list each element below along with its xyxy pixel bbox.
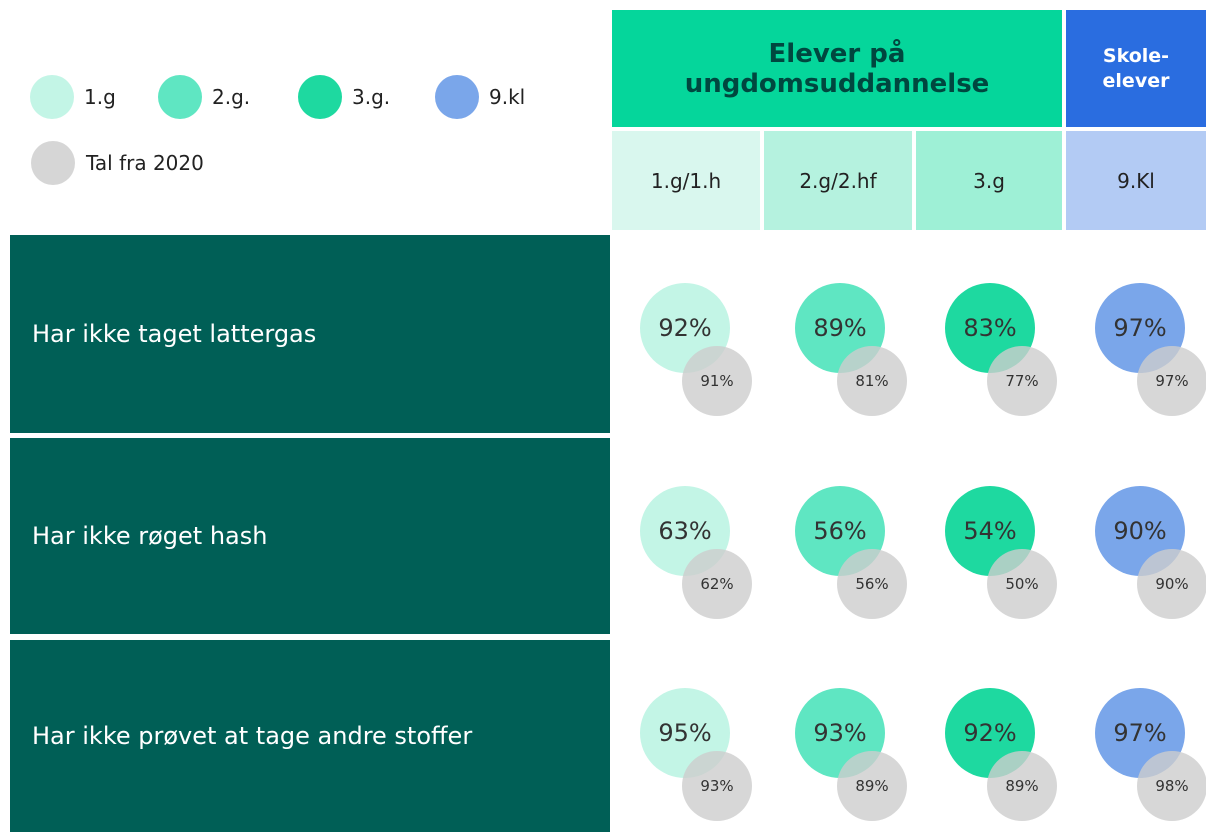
previous-circle: 50%: [987, 549, 1057, 619]
previous-circle: 62%: [682, 549, 752, 619]
previous-circle: 93%: [682, 751, 752, 821]
legend-label: Tal fra 2020: [86, 151, 204, 175]
legend-swatch: [158, 75, 202, 119]
previous-circle: 56%: [837, 549, 907, 619]
group-header: Skole-elever: [1066, 10, 1206, 127]
column-header: 2.g/2.hf: [764, 131, 912, 230]
value-circle: 83%: [945, 283, 1035, 373]
legend-swatch: [31, 141, 75, 185]
legend-label: 2.g.: [212, 85, 251, 109]
column-header: 3.g: [916, 131, 1062, 230]
column-header: 1.g/1.h: [612, 131, 760, 230]
row-label: Har ikke røget hash: [10, 438, 610, 634]
previous-circle: 89%: [987, 751, 1057, 821]
legend-swatch: [298, 75, 342, 119]
previous-circle: 97%: [1137, 346, 1206, 416]
row-label: Har ikke prøvet at tage andre stoffer: [10, 640, 610, 832]
column-header: 9.Kl: [1066, 131, 1206, 230]
legend-label: 3.g.: [352, 85, 391, 109]
previous-circle: 90%: [1137, 549, 1206, 619]
previous-circle: 98%: [1137, 751, 1206, 821]
legend-swatch: [30, 75, 74, 119]
value-circle: 97%: [1095, 283, 1185, 373]
group-header: Elever på ungdomsuddannelse: [612, 10, 1062, 127]
legend-label: 1.g: [84, 85, 116, 109]
previous-circle: 77%: [987, 346, 1057, 416]
legend-label: 9.kl: [489, 85, 526, 109]
previous-circle: 91%: [682, 346, 752, 416]
previous-circle: 81%: [837, 346, 907, 416]
previous-circle: 89%: [837, 751, 907, 821]
legend-swatch: [435, 75, 479, 119]
row-label: Har ikke taget lattergas: [10, 235, 610, 433]
